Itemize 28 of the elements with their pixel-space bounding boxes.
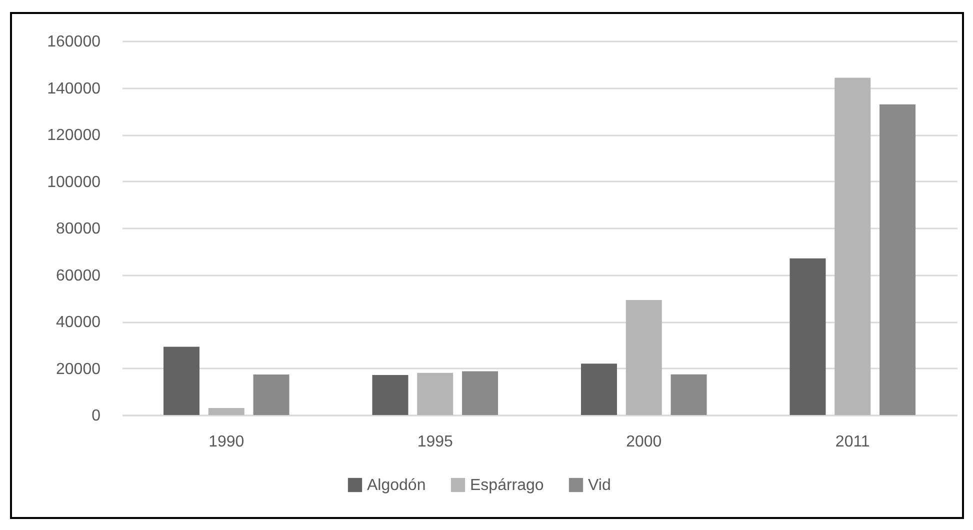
x-tick-label: 2011 bbox=[835, 434, 870, 450]
bar bbox=[790, 258, 826, 415]
y-tick-label: 60000 bbox=[56, 267, 101, 284]
bar bbox=[880, 104, 916, 415]
bar bbox=[670, 374, 707, 415]
y-tick-label: 120000 bbox=[47, 127, 101, 144]
y-tick-label: 100000 bbox=[47, 174, 101, 191]
y-tick-label: 80000 bbox=[56, 220, 101, 238]
x-tick-label: 2000 bbox=[626, 434, 662, 450]
bar bbox=[580, 364, 617, 415]
bar bbox=[253, 374, 290, 415]
y-tick-label: 160000 bbox=[47, 34, 101, 50]
bar bbox=[163, 346, 200, 415]
bar bbox=[834, 78, 871, 415]
bar bbox=[372, 375, 408, 415]
y-tick-label: 0 bbox=[92, 408, 101, 424]
y-tick-label: 40000 bbox=[56, 314, 101, 331]
legend-label: Algodón bbox=[367, 477, 426, 494]
y-tick-label: 20000 bbox=[56, 360, 101, 378]
bar bbox=[417, 372, 454, 415]
legend-label: Espárrago bbox=[470, 477, 544, 494]
x-tick-label: 1995 bbox=[417, 434, 454, 450]
bar bbox=[462, 371, 498, 415]
y-tick-label: 140000 bbox=[47, 80, 101, 98]
bar bbox=[626, 300, 662, 415]
x-tick-label: 1990 bbox=[208, 434, 244, 450]
legend-label: Vid bbox=[588, 477, 611, 494]
bar bbox=[208, 408, 244, 415]
